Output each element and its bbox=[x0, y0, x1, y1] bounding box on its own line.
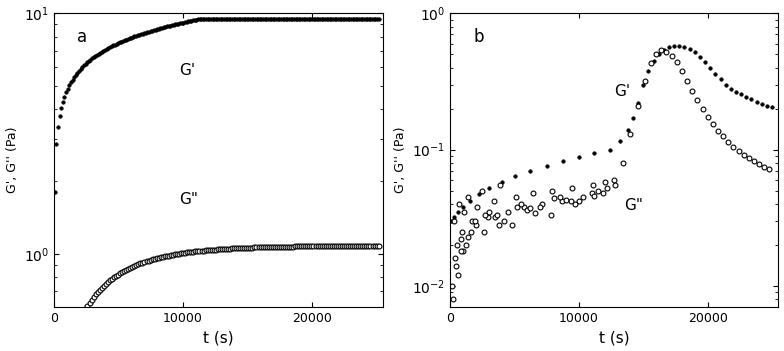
X-axis label: t (s): t (s) bbox=[203, 330, 234, 345]
Text: G': G' bbox=[179, 63, 195, 78]
Text: G": G" bbox=[624, 198, 643, 213]
Y-axis label: G', G'' (Pa): G', G'' (Pa) bbox=[394, 127, 407, 193]
Text: G': G' bbox=[615, 84, 630, 99]
Text: b: b bbox=[474, 28, 484, 46]
X-axis label: t (s): t (s) bbox=[599, 330, 630, 345]
Text: a: a bbox=[78, 28, 87, 46]
Y-axis label: G', G'' (Pa): G', G'' (Pa) bbox=[5, 127, 19, 193]
Text: G": G" bbox=[179, 192, 198, 207]
